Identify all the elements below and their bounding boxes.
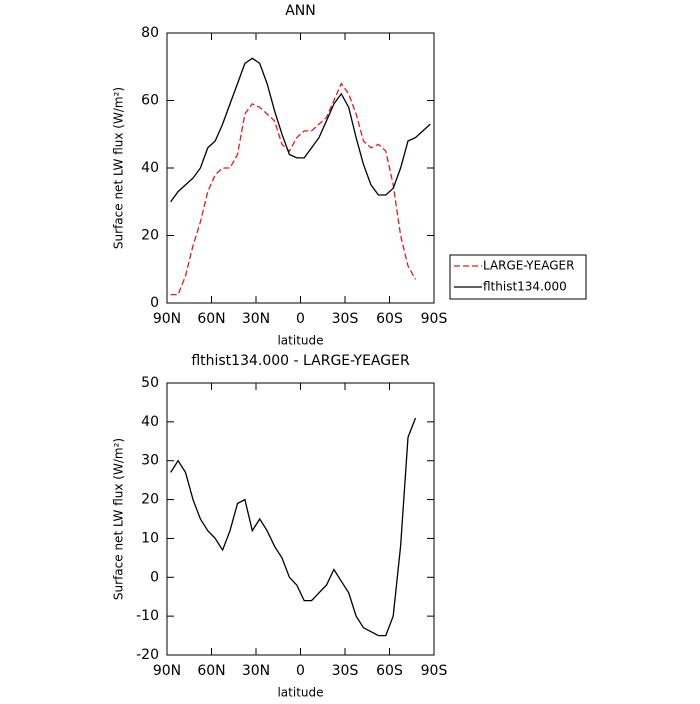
x-tick-label: 60S bbox=[376, 663, 403, 679]
chart-title: flthist134.000 - LARGE-YEAGER bbox=[191, 353, 410, 369]
x-tick-label: 30N bbox=[242, 663, 270, 679]
y-tick-label: 0 bbox=[150, 569, 159, 585]
x-tick-label: 60N bbox=[197, 663, 225, 679]
x-tick-label: 90N bbox=[153, 663, 181, 679]
x-axis-label: latitude bbox=[277, 686, 323, 700]
chart-title: ANN bbox=[285, 3, 316, 19]
x-tick-label: 30S bbox=[332, 663, 359, 679]
y-tick-label: 80 bbox=[141, 25, 159, 41]
y-tick-label: 50 bbox=[141, 375, 159, 391]
y-axis-label: Surface net LW flux (W/m²) bbox=[112, 87, 126, 249]
y-tick-label: 20 bbox=[141, 228, 159, 244]
x-tick-label: 60N bbox=[197, 311, 225, 327]
x-tick-label: 90S bbox=[421, 311, 448, 327]
y-axis-label: Surface net LW flux (W/m²) bbox=[112, 438, 126, 600]
legend-label: LARGE-YEAGER bbox=[483, 259, 574, 273]
y-tick-label: 0 bbox=[150, 295, 159, 311]
x-tick-label: 30S bbox=[332, 311, 359, 327]
x-tick-label: 30N bbox=[242, 311, 270, 327]
y-tick-label: -10 bbox=[136, 608, 159, 624]
x-axis-label: latitude bbox=[277, 334, 323, 348]
x-tick-label: 90S bbox=[421, 663, 448, 679]
series-line bbox=[170, 417, 417, 637]
legend-label: flthist134.000 bbox=[483, 280, 567, 294]
x-tick-label: 0 bbox=[296, 311, 305, 327]
y-tick-label: 60 bbox=[141, 93, 159, 109]
x-tick-label: 60S bbox=[376, 311, 403, 327]
y-tick-label: 40 bbox=[141, 160, 159, 176]
y-tick-label: -20 bbox=[136, 647, 159, 663]
y-tick-label: 30 bbox=[141, 453, 159, 469]
legend-box bbox=[449, 254, 587, 300]
x-tick-label: 0 bbox=[296, 663, 305, 679]
series-line bbox=[170, 82, 417, 296]
plot-frame bbox=[166, 32, 435, 304]
y-tick-label: 20 bbox=[141, 492, 159, 508]
y-tick-label: 10 bbox=[141, 530, 159, 546]
x-tick-label: 90N bbox=[153, 311, 181, 327]
series-line bbox=[170, 57, 431, 203]
y-tick-label: 40 bbox=[141, 414, 159, 430]
